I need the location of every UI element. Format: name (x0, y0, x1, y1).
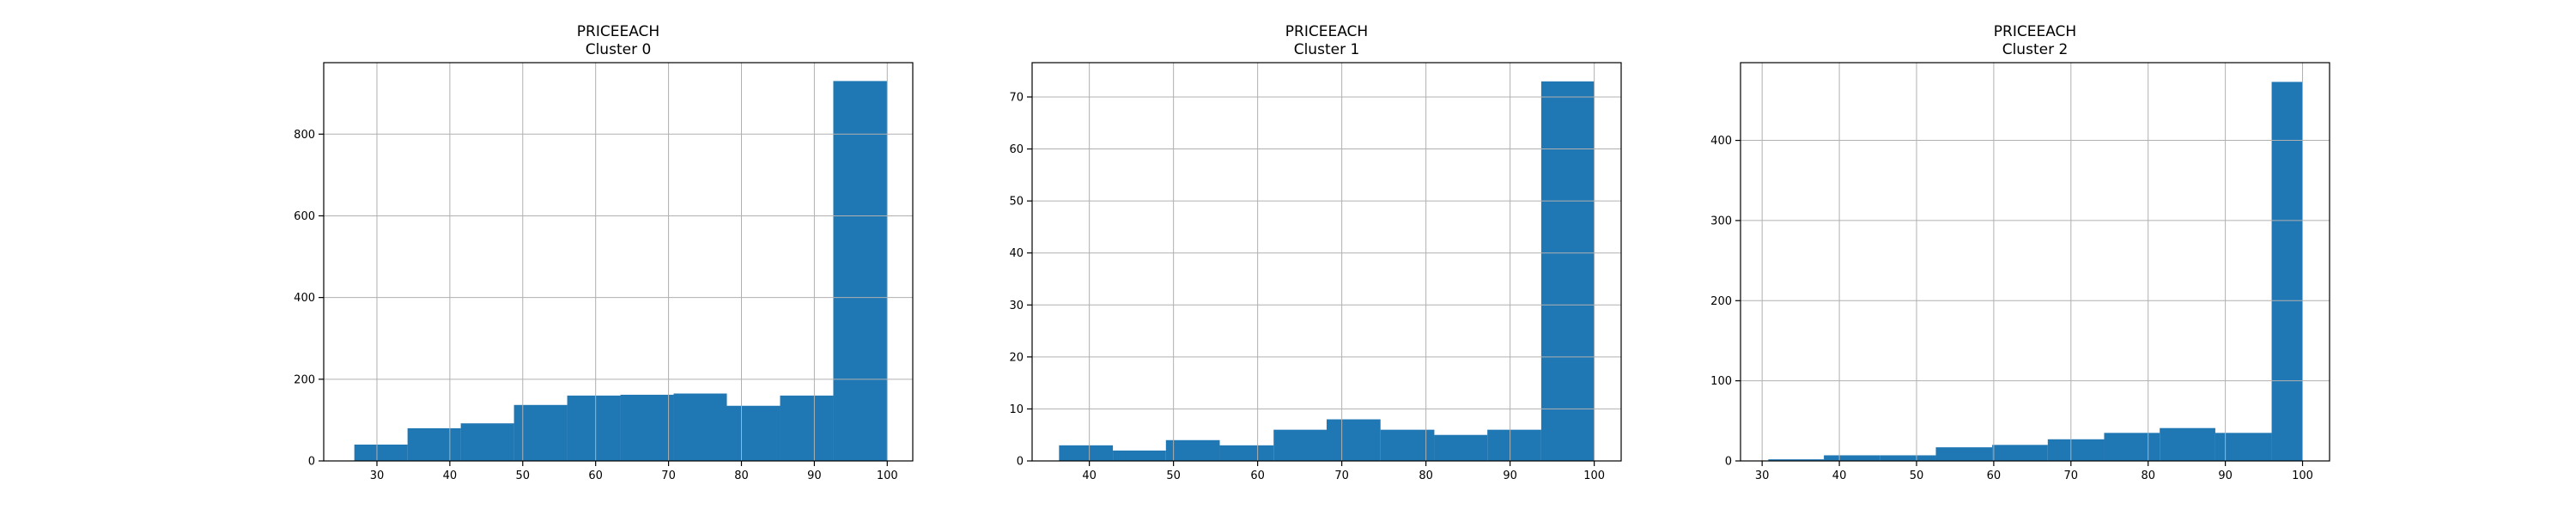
histogram-bar (1434, 434, 1488, 461)
x-tick-label: 90 (2218, 470, 2233, 482)
x-tick-label: 50 (516, 470, 531, 482)
y-tick-label: 200 (294, 373, 315, 386)
histogram-bar (1327, 419, 1381, 461)
subplot-cluster-1: PRICEEACH Cluster 1 40 50 60 70 80 90 100 0 10 20… (1009, 23, 1622, 482)
histogram-bar (1380, 429, 1435, 461)
x-tick-label: 100 (1583, 470, 1605, 482)
subplot-title-line2: Cluster 2 (2002, 41, 2069, 58)
y-tick-label: 70 (1009, 91, 1024, 104)
y-tick-label: 800 (294, 129, 315, 142)
x-tick-label: 60 (1250, 470, 1265, 482)
histogram-bar (460, 423, 514, 461)
plot-area-cluster-2: 30 40 50 60 70 80 90 100 0 100 200 300 400 (1710, 62, 2330, 482)
histogram-bar (2047, 439, 2105, 461)
y-tick-label: 0 (308, 456, 315, 469)
histogram-bar (1487, 429, 1541, 461)
y-tick-label: 20 (1009, 351, 1024, 364)
x-tick-label: 100 (2292, 470, 2313, 482)
histogram-bar (726, 405, 781, 461)
y-tick-label: 300 (1710, 215, 1732, 227)
x-tick-label: 100 (877, 470, 898, 482)
axes-frame (1031, 62, 1622, 462)
x-tick-label: 80 (734, 470, 749, 482)
y-tick-label: 200 (1710, 295, 1732, 308)
histogram-bar (673, 393, 727, 461)
subplot-cluster-2: PRICEEACH Cluster 2 30 40 50 60 70 80 90 100 0 10… (1710, 23, 2330, 482)
histogram-bar (1059, 445, 1114, 461)
subplot-title-line1: PRICEEACH (1285, 23, 1368, 40)
x-tick-label: 90 (807, 470, 822, 482)
x-tick-label: 90 (1503, 470, 1517, 482)
y-tick-label: 0 (1017, 456, 1024, 469)
subplot-title-line2: Cluster 1 (1294, 41, 1360, 58)
x-tick-label: 30 (1755, 470, 1770, 482)
histogram-bar (620, 394, 674, 461)
histogram-bar (1540, 81, 1595, 461)
histogram-bar (1768, 459, 1825, 461)
histogram-bar (780, 395, 834, 461)
axes-frame (1740, 62, 2330, 462)
x-tick-label: 60 (588, 470, 603, 482)
x-tick-label: 70 (661, 470, 676, 482)
histogram-bar (1273, 429, 1327, 461)
x-tick-label: 60 (1987, 470, 2002, 482)
subplot-cluster-0: PRICEEACH Cluster 0 30 40 50 60 70 80 90 100 0 20… (294, 23, 914, 482)
plot-area-cluster-0: 30 40 50 60 70 80 90 100 0 200 400 600 800 (294, 62, 914, 482)
histogram-bar (513, 404, 568, 461)
y-tick-label: 400 (1710, 135, 1732, 148)
x-tick-label: 40 (443, 470, 458, 482)
y-tick-label: 60 (1009, 143, 1024, 156)
x-tick-label: 30 (370, 470, 385, 482)
x-tick-label: 70 (2064, 470, 2079, 482)
histogram-bar (1165, 439, 1220, 461)
y-tick-label: 30 (1009, 300, 1024, 312)
subplot-title-line1: PRICEEACH (577, 23, 659, 40)
histogram-bar (1935, 447, 1993, 461)
histogram-bar (1219, 445, 1274, 461)
histogram-bar (407, 427, 461, 461)
y-tick-label: 400 (294, 292, 315, 305)
x-tick-label: 40 (1832, 470, 1847, 482)
histogram-bar (354, 444, 408, 461)
axes-frame (323, 62, 914, 462)
histogram-bar (1992, 445, 2048, 461)
histogram-bar (1824, 455, 1880, 461)
x-tick-label: 50 (1166, 470, 1181, 482)
y-tick-label: 40 (1009, 247, 1024, 260)
subplot-title-line1: PRICEEACH (1994, 23, 2076, 40)
histogram-bar (1880, 455, 1936, 461)
x-tick-label: 40 (1082, 470, 1097, 482)
histogram-bar (2215, 433, 2272, 461)
subplot-title-line2: Cluster 0 (586, 41, 652, 58)
y-tick-label: 600 (294, 210, 315, 223)
y-tick-label: 100 (1710, 375, 1732, 388)
histogram-bar (2104, 433, 2160, 461)
histogram-bar (567, 395, 621, 461)
y-tick-label: 0 (1725, 456, 1732, 469)
histogram-bar (2271, 82, 2303, 462)
plot-area-cluster-1: 40 50 60 70 80 90 100 0 10 20 30 40 50 60 70 (1009, 62, 1622, 482)
histogram-bar (1113, 450, 1166, 461)
histogram-bar (2160, 427, 2215, 461)
x-tick-label: 50 (1910, 470, 1924, 482)
x-tick-label: 80 (1419, 470, 1433, 482)
histogram-bar (833, 81, 888, 462)
x-tick-label: 80 (2141, 470, 2155, 482)
y-tick-label: 10 (1009, 403, 1024, 416)
x-tick-label: 70 (1334, 470, 1349, 482)
y-tick-label: 50 (1009, 196, 1024, 209)
